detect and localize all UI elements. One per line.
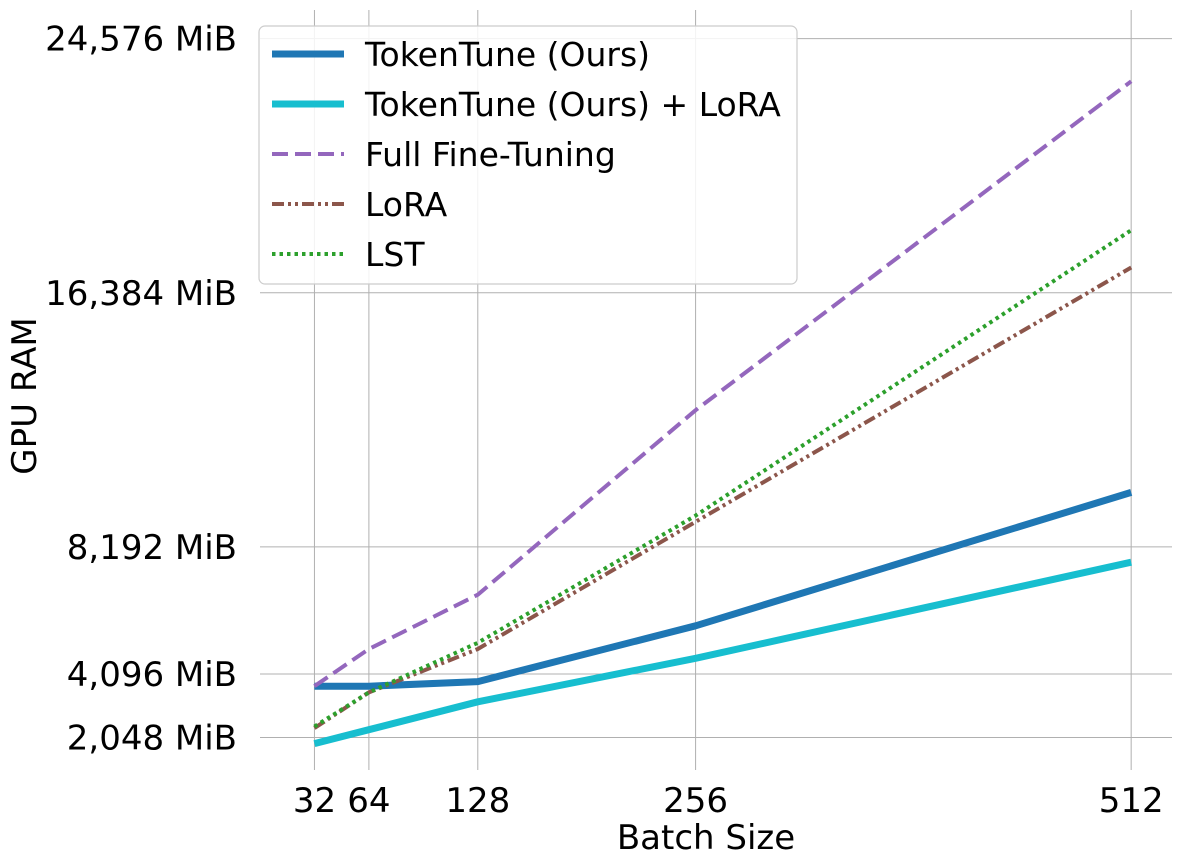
y-tick-label: 4,096 MiB [67,655,237,695]
legend-label: Full Fine-Tuning [365,135,616,174]
x-tick-label: 512 [1099,781,1164,821]
series-line-lora [313,265,1133,730]
x-tick-label: 32 [293,781,336,821]
legend-label: TokenTune (Ours) [364,35,650,74]
legend: TokenTune (Ours) TokenTune (Ours) + LoRA F… [258,25,798,285]
y-tick-labels: 2,048 MiB 4,096 MiB 8,192 MiB 16,384 MiB 24,… [45,20,237,759]
x-tick-labels: 32 64 128 256 512 [293,781,1164,821]
series-lines [313,79,1133,747]
series-line-tokentune-ours [314,489,1133,690]
y-tick-label: 16,384 MiB [45,274,237,314]
series-line-tokentune-ours-lora [313,558,1132,747]
legend-frame [258,25,798,285]
x-tick-label: 128 [445,781,510,821]
legend-label: LoRA [365,185,448,224]
x-tick-label: 256 [663,781,728,821]
x-axis-label: Batch Size [617,818,795,858]
y-tick-label: 24,576 MiB [45,20,237,60]
x-tick-label: 64 [347,781,390,821]
series-line-full-fine-tuning [313,79,1133,688]
y-tick-label: 8,192 MiB [67,528,237,568]
y-tick-label: 2,048 MiB [67,718,237,758]
legend-label: TokenTune (Ours) + LoRA [364,85,781,124]
legend-label: LST [365,235,425,274]
series-line-lst [313,228,1133,729]
y-axis-label: GPU RAM [5,317,45,474]
